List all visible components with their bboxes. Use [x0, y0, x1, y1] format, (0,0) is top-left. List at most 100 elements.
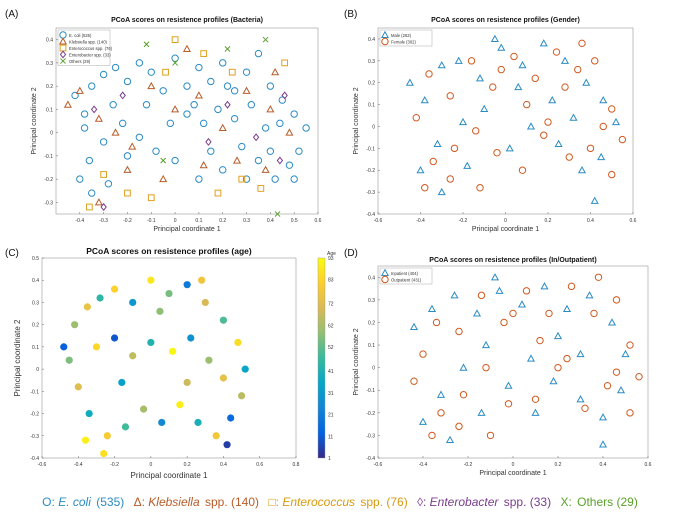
data-point — [198, 276, 206, 284]
data-point — [100, 203, 107, 212]
data-point — [194, 418, 202, 427]
data-point — [237, 392, 246, 400]
footer-item-others: X: Others (29) — [560, 495, 639, 509]
footer-symbol: O: — [42, 495, 55, 509]
legend-marker — [58, 37, 68, 45]
data-point — [223, 441, 231, 449]
data-point — [241, 365, 249, 373]
data-point — [224, 100, 231, 109]
data-point — [261, 165, 270, 173]
data-point — [295, 147, 303, 155]
data-point — [92, 343, 101, 351]
data-point — [504, 381, 513, 389]
data-point — [100, 449, 108, 458]
data-points — [405, 34, 627, 204]
data-point — [433, 139, 442, 148]
data-point — [428, 431, 436, 440]
data-point — [219, 316, 228, 324]
colorbar-tick-label: 52 — [328, 345, 334, 351]
colorbar-tick-label: 83 — [328, 278, 334, 284]
data-point — [159, 174, 168, 183]
data-point — [123, 152, 132, 160]
data-point — [540, 282, 549, 290]
data-point — [214, 189, 222, 197]
y-tick-label: -0.2 — [366, 411, 375, 417]
data-point — [510, 52, 518, 61]
data-point — [266, 105, 275, 113]
data-point — [81, 436, 90, 444]
data-point — [552, 48, 561, 56]
data-point — [412, 114, 420, 122]
x-axis-label: Principal coordinate 1 — [479, 470, 546, 477]
data-point — [608, 105, 616, 113]
data-point — [481, 340, 491, 349]
data-point — [147, 81, 156, 90]
data-point — [450, 144, 459, 153]
data-point — [531, 408, 540, 416]
y-tick-label: -0.2 — [30, 412, 39, 418]
data-point — [531, 74, 539, 83]
footer-item-enterococcus: □: Enterococcus spp. (76) — [268, 495, 409, 509]
data-point — [517, 300, 527, 308]
y-tick-label: 0.2 — [368, 81, 375, 87]
data-point — [522, 287, 531, 295]
data-point — [477, 408, 486, 416]
data-point — [119, 91, 126, 100]
footer-item-ecoli: O: E. coli (535) — [42, 495, 126, 509]
data-point — [585, 291, 594, 299]
data-point — [482, 363, 490, 372]
data-point — [172, 59, 179, 66]
data-point — [147, 338, 155, 347]
data-point — [539, 39, 548, 47]
data-point — [523, 100, 531, 109]
data-points — [60, 276, 249, 458]
data-point — [200, 50, 208, 57]
data-point — [99, 70, 108, 79]
y-tick-label: 0.1 — [368, 103, 375, 109]
footer-symbol: □: — [268, 495, 279, 509]
data-point — [285, 128, 294, 136]
data-point — [302, 124, 310, 132]
data-point — [554, 139, 563, 148]
data-point — [111, 128, 120, 136]
y-tick-label: 0.4 — [46, 38, 53, 44]
panel-label: (A) — [5, 9, 18, 20]
data-point — [100, 171, 108, 178]
chart-panel: (B) PCoA scores on resistence profiles (G… — [344, 9, 637, 233]
data-point — [71, 321, 79, 329]
colorbar-tick-label: 72 — [328, 302, 334, 308]
data-point — [429, 157, 437, 166]
legend-box — [379, 267, 433, 285]
legend-entry: Male (263) — [391, 33, 412, 38]
data-point — [94, 114, 103, 122]
data-point — [60, 343, 68, 351]
data-point — [76, 175, 84, 183]
x-tick-label: 0 — [512, 462, 515, 468]
chart-panel: (D) PCoA scores on resistence profiles (I… — [344, 248, 652, 477]
y-axis-label: Principal coordinate 2 — [31, 87, 38, 154]
footer-count: Others (29) — [577, 495, 638, 509]
data-point — [591, 57, 599, 65]
data-point — [187, 334, 195, 342]
x-tick-label: 0.3 — [243, 218, 250, 224]
x-tick-label: -0.2 — [110, 462, 119, 468]
data-point — [195, 63, 203, 72]
data-point — [445, 435, 455, 443]
legend-entry: Others (29) — [69, 59, 91, 64]
data-point — [427, 304, 437, 312]
chart-title: PCoA scores on resistence profiles (In/O… — [429, 257, 596, 264]
data-point — [75, 86, 84, 94]
data-point — [455, 327, 463, 336]
data-point — [598, 413, 608, 421]
data-point — [290, 110, 298, 118]
x-tick-label: 0.5 — [291, 218, 298, 224]
x-tick-label: -0.4 — [74, 462, 83, 468]
y-tick-label: -0.3 — [44, 200, 53, 206]
data-point — [544, 118, 552, 126]
species-legend-footer: O: E. coli (535) Δ: Klebsiella spp. (140… — [0, 495, 682, 519]
data-point — [74, 383, 82, 391]
data-point — [285, 161, 294, 169]
y-tick-label: -0.2 — [44, 177, 53, 183]
data-point — [147, 194, 155, 202]
data-point — [171, 36, 179, 44]
